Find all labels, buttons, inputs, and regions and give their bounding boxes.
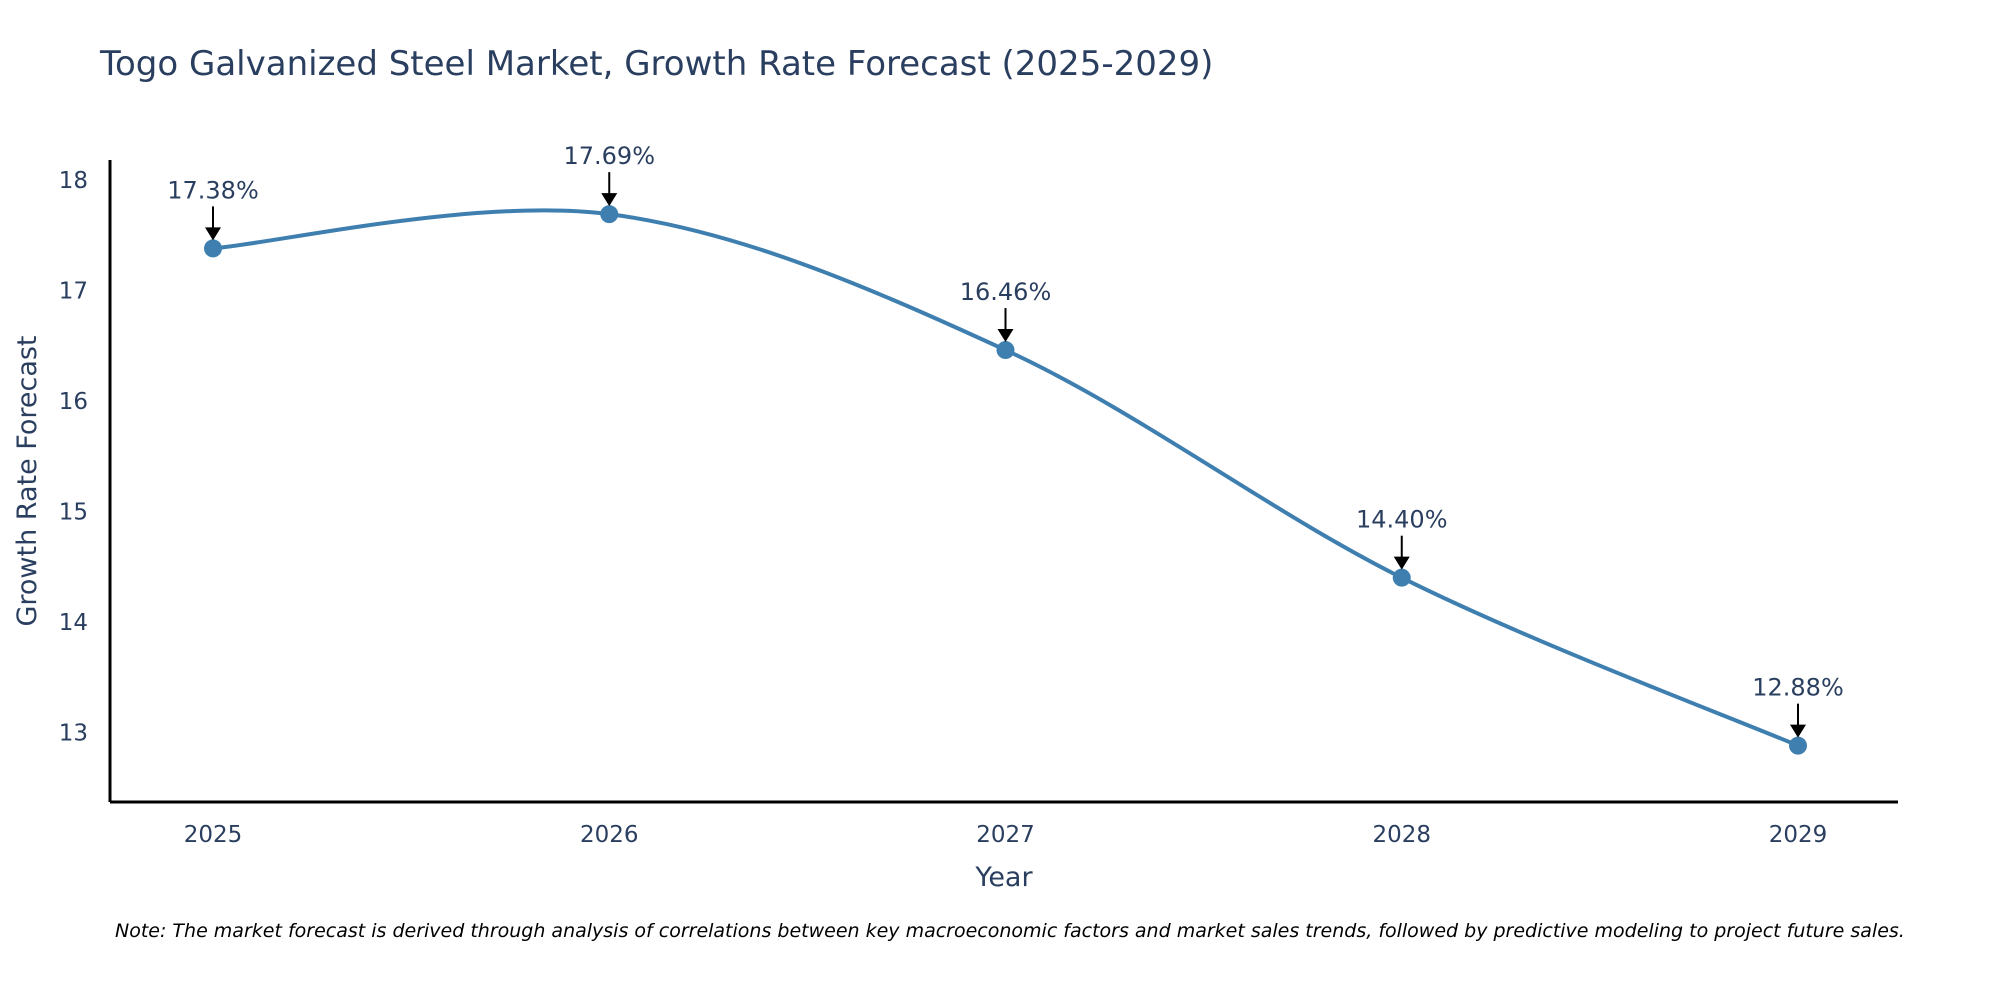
data-point [204, 239, 222, 258]
x-tick-label: 2027 [976, 822, 1035, 848]
x-tick-label: 2025 [184, 822, 243, 848]
annotation-arrow-head [997, 329, 1014, 343]
chart-title: Togo Galvanized Steel Market, Growth Rat… [100, 44, 1214, 84]
y-axis-title: Growth Rate Forecast [12, 335, 43, 626]
data-point [996, 341, 1015, 360]
y-tick-label: 14 [59, 610, 88, 636]
x-axis-ticks: 2025 2026 2027 2028 2029 [184, 822, 1828, 848]
y-tick-label: 16 [59, 389, 88, 415]
data-points [204, 205, 1807, 755]
annotation-arrow-head [205, 227, 221, 241]
x-axis-title: Year [974, 862, 1033, 893]
annotation-arrow-head [1393, 556, 1410, 570]
data-point [1789, 736, 1807, 755]
y-tick-label: 18 [59, 168, 88, 194]
x-tick-label: 2026 [580, 822, 639, 848]
x-tick-label: 2028 [1372, 822, 1431, 848]
y-tick-label: 15 [59, 499, 88, 525]
data-label: 17.69% [563, 142, 655, 170]
y-tick-label: 13 [59, 720, 88, 746]
data-labels: 17.38% 17.69% 16.46% 14.40% 12.88% [167, 142, 1844, 738]
data-label: 16.46% [960, 278, 1052, 306]
annotation-arrow-head [1790, 724, 1806, 738]
x-tick-label: 2029 [1769, 822, 1828, 848]
data-label: 14.40% [1356, 506, 1448, 534]
y-tick-label: 17 [59, 278, 88, 304]
data-label: 12.88% [1752, 674, 1844, 702]
annotation-arrow-head [601, 193, 618, 207]
y-axis-ticks: 13 14 15 16 17 18 [59, 168, 88, 746]
data-label: 17.38% [167, 176, 259, 204]
data-point [600, 205, 619, 224]
footnote: Note: The market forecast is derived thr… [115, 920, 1905, 942]
data-point [1392, 568, 1411, 587]
